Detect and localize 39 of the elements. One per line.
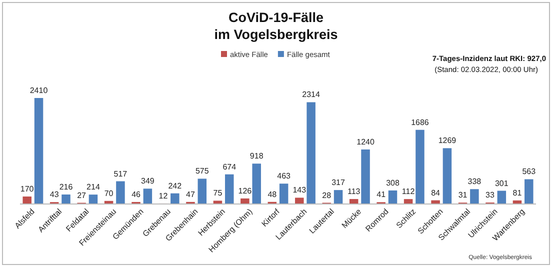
data-label: 27	[77, 190, 87, 200]
data-label: 112	[402, 187, 416, 196]
data-label: 84	[431, 188, 441, 198]
data-label: 308	[386, 178, 400, 188]
data-label: 33	[486, 190, 495, 200]
data-label: 216	[59, 182, 74, 192]
data-label: 463	[277, 172, 292, 181]
data-label: 28	[322, 190, 332, 200]
data-label: 113	[347, 187, 361, 196]
data-label: 517	[114, 169, 128, 178]
data-label: 301	[494, 178, 509, 188]
data-label: 1240	[356, 137, 375, 146]
data-label: 242	[168, 181, 182, 190]
data-label: 48	[268, 190, 278, 199]
data-label: 317	[332, 178, 346, 188]
data-label: 2410	[30, 86, 48, 95]
data-label: 170	[20, 184, 34, 194]
data-label: 143	[292, 186, 307, 195]
data-label: 338	[468, 177, 482, 186]
data-label: 43	[50, 190, 60, 200]
data-label: 70	[104, 188, 114, 198]
data-label: 47	[186, 190, 196, 199]
chart-title: CoViD-19-Fälle im Vogelsbergkreis	[214, 10, 338, 42]
data-label: 563	[522, 167, 536, 176]
data-label: 75	[213, 188, 223, 198]
data-label: 918	[250, 152, 264, 161]
data-label: 126	[238, 186, 252, 196]
data-label: 214	[86, 182, 100, 192]
data-label: 2314	[302, 90, 321, 100]
data-label: 46	[132, 190, 142, 199]
data-label: 575	[195, 166, 210, 176]
data-label: 1686	[411, 118, 430, 127]
data-label: 674	[222, 162, 237, 172]
data-label: 349	[141, 176, 155, 186]
data-label: 31	[458, 190, 468, 200]
data-label: 12	[158, 191, 168, 200]
data-label: 81	[512, 188, 522, 198]
data-label: 41	[376, 190, 386, 200]
data-label: 1269	[438, 136, 457, 146]
